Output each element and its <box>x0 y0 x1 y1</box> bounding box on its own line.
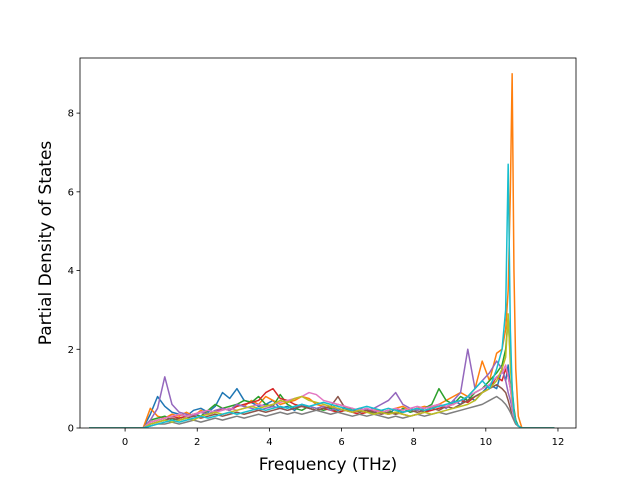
x-tick-label: 12 <box>552 437 565 448</box>
y-tick-label: 4 <box>68 266 74 277</box>
series-line-10 <box>89 163 555 428</box>
x-tick-label: 6 <box>338 437 344 448</box>
x-axis-ticks: 0 2 4 6 8 10 12 <box>122 428 564 448</box>
x-tick-label: 0 <box>122 437 128 448</box>
y-tick-label: 0 <box>68 424 74 435</box>
x-tick-label: 4 <box>266 437 272 448</box>
series-line-9 <box>89 313 555 428</box>
series-line-7 <box>89 364 555 428</box>
x-tick-label: 2 <box>194 437 200 448</box>
plot-frame <box>79 57 577 429</box>
y-tick-label: 6 <box>68 187 74 198</box>
y-axis-ticks: 0 2 4 6 8 <box>68 109 80 435</box>
y-axis-label: Partial Density of States <box>36 141 56 346</box>
series-line-8 <box>89 395 555 428</box>
series-group <box>89 72 555 428</box>
x-axis-label: Frequency (THz) <box>259 455 398 475</box>
y-tick-label: 8 <box>68 109 74 120</box>
x-tick-label: 10 <box>479 437 492 448</box>
y-tick-label: 2 <box>68 345 74 356</box>
x-tick-label: 8 <box>410 437 416 448</box>
